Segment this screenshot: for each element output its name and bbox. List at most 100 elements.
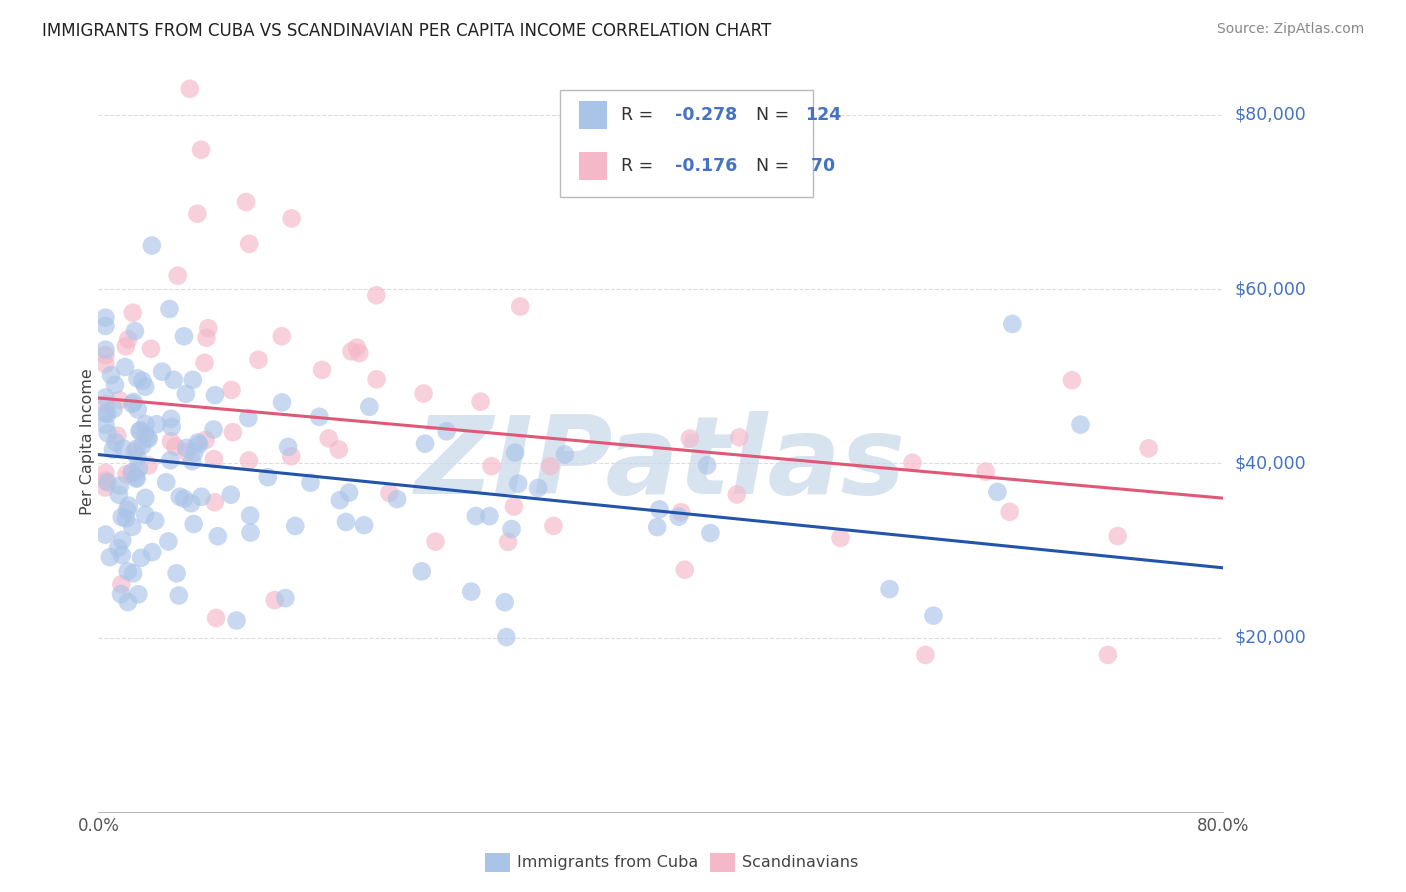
Point — [481, 459, 503, 474]
Point — [107, 541, 129, 555]
Point — [668, 509, 690, 524]
Point — [94, 391, 117, 405]
Point — [138, 458, 160, 473]
Point — [94, 318, 117, 333]
Point — [412, 386, 434, 401]
Point — [470, 394, 492, 409]
Point — [94, 310, 117, 325]
Point — [94, 397, 117, 411]
Text: $20,000: $20,000 — [1234, 629, 1306, 647]
Point — [127, 402, 149, 417]
Point — [174, 441, 197, 455]
Point — [190, 143, 212, 157]
Point — [115, 503, 138, 517]
Point — [94, 417, 117, 432]
Point — [110, 587, 132, 601]
Point — [100, 368, 122, 382]
Point — [121, 520, 143, 534]
Point — [125, 472, 148, 486]
Point — [284, 519, 307, 533]
Point — [204, 388, 226, 402]
Point — [221, 383, 243, 397]
Point — [181, 454, 204, 468]
Point — [131, 438, 153, 452]
Point — [94, 348, 117, 362]
Point — [974, 465, 997, 479]
Point — [411, 565, 433, 579]
Point — [1097, 648, 1119, 662]
Point — [197, 321, 219, 335]
Point — [219, 488, 242, 502]
Point — [1107, 529, 1129, 543]
Point — [366, 372, 388, 386]
Point — [329, 493, 352, 508]
Point — [134, 491, 156, 505]
Point — [96, 475, 118, 490]
Point — [122, 395, 145, 409]
Point — [104, 377, 127, 392]
Point — [159, 453, 181, 467]
Point — [190, 490, 212, 504]
Point — [115, 511, 138, 525]
Point — [94, 343, 117, 357]
Point — [125, 442, 148, 456]
Point — [277, 440, 299, 454]
Point — [118, 499, 141, 513]
Point — [195, 331, 218, 345]
Point — [187, 435, 209, 450]
Point — [464, 509, 486, 524]
Point — [830, 531, 852, 545]
Point — [112, 442, 135, 456]
Point — [122, 566, 145, 581]
Point — [222, 425, 245, 440]
Point — [238, 411, 260, 425]
Point — [136, 430, 159, 444]
Text: Scandinavians: Scandinavians — [742, 855, 859, 870]
Text: $40,000: $40,000 — [1234, 454, 1306, 473]
Point — [111, 548, 134, 562]
Point — [94, 474, 117, 488]
Point — [202, 422, 225, 436]
Point — [111, 533, 134, 547]
Point — [117, 564, 139, 578]
Point — [134, 417, 156, 431]
Point — [114, 359, 136, 374]
Point — [127, 371, 149, 385]
Point — [193, 356, 215, 370]
Point — [101, 442, 124, 457]
Point — [127, 587, 149, 601]
Point — [247, 352, 270, 367]
Point — [98, 550, 121, 565]
Point — [460, 584, 482, 599]
Text: R =: R = — [621, 106, 659, 124]
Point — [202, 452, 225, 467]
Point — [143, 514, 166, 528]
Text: N =: N = — [745, 106, 794, 124]
Point — [501, 522, 523, 536]
Point — [270, 329, 292, 343]
Y-axis label: Per Capita Income: Per Capita Income — [80, 368, 94, 515]
Point — [725, 487, 748, 501]
Point — [385, 492, 408, 507]
Text: IMMIGRANTS FROM CUBA VS SCANDINAVIAN PER CAPITA INCOME CORRELATION CHART: IMMIGRANTS FROM CUBA VS SCANDINAVIAN PER… — [42, 22, 772, 40]
Point — [94, 481, 117, 495]
Point — [299, 475, 322, 490]
Point — [1069, 417, 1091, 432]
Point — [308, 409, 330, 424]
Point — [239, 508, 262, 523]
Point — [179, 82, 201, 96]
Point — [188, 437, 211, 451]
Point — [125, 470, 148, 484]
Point — [1001, 317, 1024, 331]
Point — [509, 300, 531, 314]
Point — [274, 591, 297, 605]
Point — [157, 534, 180, 549]
Point — [679, 432, 702, 446]
Point — [97, 426, 120, 441]
Point — [1060, 373, 1083, 387]
Point — [194, 433, 217, 447]
Point — [124, 324, 146, 338]
Point — [901, 456, 924, 470]
Text: $80,000: $80,000 — [1234, 106, 1306, 124]
Point — [129, 550, 152, 565]
